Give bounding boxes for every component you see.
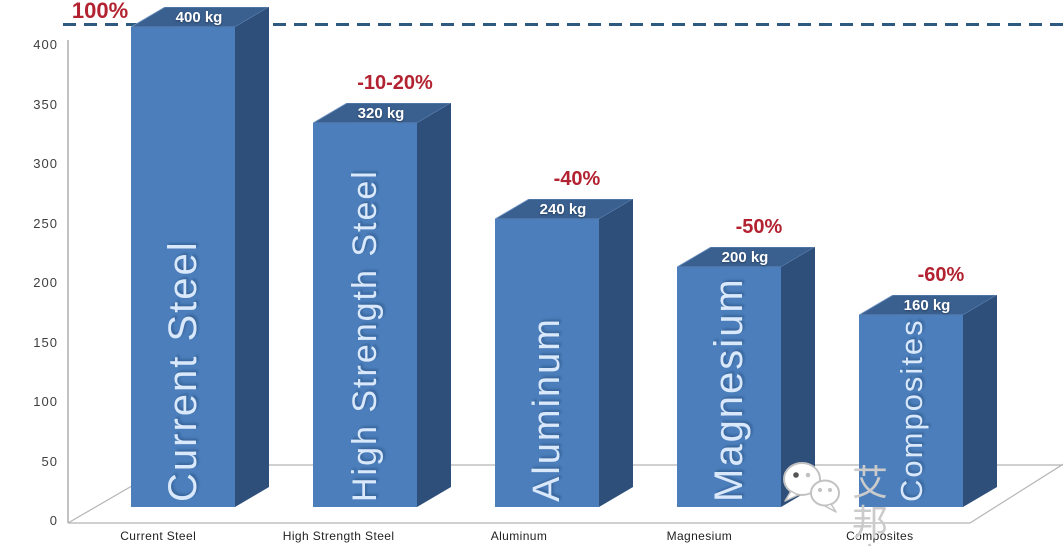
bar-value-label: 200 kg — [721, 249, 769, 266]
y-axis-tick: 300 — [33, 156, 58, 171]
bar-side-face — [781, 247, 815, 507]
x-axis-label: Current Steel — [120, 529, 197, 543]
x-axis-label: Aluminum — [490, 529, 548, 543]
pct-label: 100% — [71, 0, 129, 23]
bar-front-face — [859, 315, 963, 507]
bar-side-face — [235, 7, 269, 507]
bar-value-label: 160 kg — [903, 297, 951, 314]
y-axis-tick: 200 — [33, 275, 58, 290]
bar-0 — [131, 7, 269, 507]
bar-side-face — [599, 199, 633, 507]
y-axis-tick: 0 — [49, 513, 58, 528]
bar-side-face — [963, 295, 997, 507]
bar-front-face — [495, 219, 599, 507]
bar-1 — [313, 103, 451, 507]
pct-label: -40% — [553, 168, 601, 190]
y-axis-tick: 400 — [33, 37, 58, 52]
bar-front-face — [313, 123, 417, 507]
y-axis-tick: 250 — [33, 215, 58, 231]
x-axis-label: Magnesium — [666, 529, 733, 543]
y-axis-tick: 100 — [33, 394, 58, 409]
x-axis-label: High Strength Steel — [282, 529, 395, 543]
bar-2 — [495, 199, 633, 507]
x-axis-label: Composites — [846, 529, 914, 543]
watermark-text: 艾邦高分子 — [852, 462, 890, 546]
bar-value-label: 320 kg — [357, 105, 405, 122]
bar-3 — [677, 247, 815, 507]
y-axis-tick: 150 — [33, 334, 58, 350]
pct-label: -10-20% — [357, 72, 433, 94]
wechat-icon — [783, 462, 840, 513]
bar-side-face — [417, 103, 451, 507]
y-axis-tick: 350 — [33, 96, 58, 112]
pct-label: -50% — [735, 216, 783, 238]
bar-4 — [859, 295, 997, 507]
bar-value-label: 400 kg — [175, 9, 223, 26]
bar-front-face — [131, 27, 235, 507]
floor-outline — [67, 463, 1063, 524]
bar-front-face — [677, 267, 781, 507]
reference-dashed-line — [63, 23, 1063, 26]
y-axis-tick: 50 — [41, 453, 58, 469]
bar-value-label: 240 kg — [539, 201, 587, 218]
pct-label: -60% — [917, 264, 965, 286]
